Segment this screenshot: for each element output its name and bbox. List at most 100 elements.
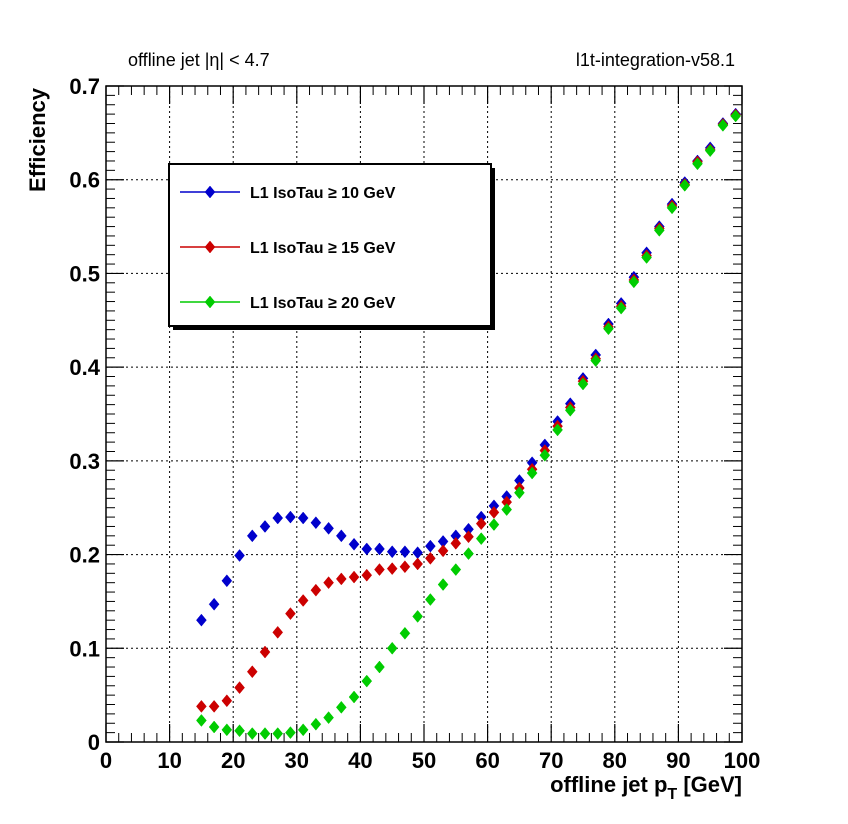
x-tick-label: 10 [157, 748, 181, 773]
data-point [399, 626, 411, 640]
data-point [310, 516, 322, 530]
x-tick-label: 30 [285, 748, 309, 773]
data-point [679, 178, 691, 192]
data-point [323, 521, 334, 535]
legend-marker [204, 295, 216, 309]
data-point [259, 727, 271, 740]
data-point [285, 510, 296, 524]
grid [106, 86, 742, 742]
x-axis-label-main: offline jet p [550, 772, 667, 797]
x-tick-label: 40 [348, 748, 372, 773]
y-tick-label: 0.4 [69, 355, 100, 380]
data-point [590, 354, 602, 367]
y-axis-label: Efficiency [25, 87, 50, 192]
data-point [704, 144, 716, 158]
data-point [196, 714, 207, 727]
y-tick-label: 0.6 [69, 168, 100, 193]
data-point [603, 322, 614, 336]
data-point [666, 201, 678, 215]
data-point [246, 665, 258, 679]
y-tick-label: 0 [88, 730, 100, 755]
data-point [539, 448, 551, 462]
data-point [348, 537, 360, 551]
data-point [463, 530, 474, 544]
legend-box [168, 163, 492, 327]
data-point [323, 576, 334, 590]
data-point [641, 251, 652, 264]
data-point [348, 570, 360, 584]
data-point [564, 403, 576, 417]
data-point [615, 301, 627, 315]
data-point [297, 511, 309, 525]
x-tick-label: 100 [724, 748, 761, 773]
y-tick-label: 0.2 [69, 543, 100, 568]
data-point [653, 223, 665, 237]
data-point [425, 593, 436, 606]
data-point [246, 727, 258, 740]
x-tick-label: 20 [221, 748, 245, 773]
data-point [310, 717, 322, 731]
data-point [234, 549, 245, 562]
data-point [399, 545, 411, 559]
x-tick-label: 50 [412, 748, 436, 773]
data-point [246, 529, 258, 543]
data-point [297, 594, 309, 607]
data-point [285, 726, 296, 740]
data-point [501, 503, 513, 516]
data-point [196, 613, 207, 627]
data-point [374, 660, 385, 674]
y-tick-label: 0.5 [69, 261, 100, 286]
data-point [259, 645, 271, 659]
data-point [437, 544, 449, 558]
data-point [692, 157, 703, 171]
data-point [348, 690, 360, 704]
x-tick-label: 60 [475, 748, 499, 773]
axis-ticks [105, 85, 743, 743]
data-point [335, 700, 347, 714]
data-point [208, 699, 220, 713]
legend: L1 IsoTau ≥ 10 GeV L1 IsoTau ≥ 15 GeV L1 I… [168, 163, 495, 330]
data-point [475, 517, 487, 531]
data-point [577, 377, 589, 391]
header-left-label: offline jet |η| < 4.7 [128, 50, 270, 70]
data-point [374, 542, 385, 556]
data-point [335, 572, 347, 586]
data-point [285, 607, 296, 621]
x-axis-label-unit: [GeV] [677, 772, 742, 797]
data-point [412, 610, 423, 623]
y-tick-label: 0.7 [69, 74, 100, 99]
data-point [717, 118, 729, 132]
data-point [374, 563, 385, 576]
data-point [526, 466, 538, 480]
header-right-label: l1t-integration-v58.1 [576, 50, 735, 70]
data-point [475, 532, 487, 546]
legend-label: L1 IsoTau ≥ 15 GeV [250, 240, 396, 257]
data-point [297, 723, 309, 737]
data-point [450, 536, 462, 550]
data-point [272, 625, 284, 639]
data-point [399, 560, 411, 574]
legend-label: L1 IsoTau ≥ 20 GeV [250, 295, 396, 312]
x-tick-label: 80 [603, 748, 627, 773]
legend-marker [204, 240, 216, 254]
data-point [386, 545, 398, 559]
data-point [208, 597, 220, 611]
legend-marker [204, 185, 216, 199]
x-axis-label-sub: T [667, 786, 677, 803]
tick-labels: 0 10 20 30 40 50 60 70 80 90 100 0 0.1 0.2 0.3 0.4 0.5 0.… [69, 74, 760, 773]
x-tick-label: 90 [666, 748, 690, 773]
data-point [628, 275, 640, 289]
x-tick-label: 0 [100, 748, 112, 773]
data-point [221, 723, 233, 737]
data-point [221, 694, 233, 708]
data-point [310, 583, 322, 597]
data-point [437, 578, 449, 591]
data-point [386, 641, 398, 655]
y-tick-label: 0.3 [69, 449, 100, 474]
data-point [272, 727, 284, 740]
x-tick-label: 70 [539, 748, 563, 773]
data-point [208, 720, 220, 734]
data-point [361, 568, 373, 582]
data-point [488, 518, 500, 531]
